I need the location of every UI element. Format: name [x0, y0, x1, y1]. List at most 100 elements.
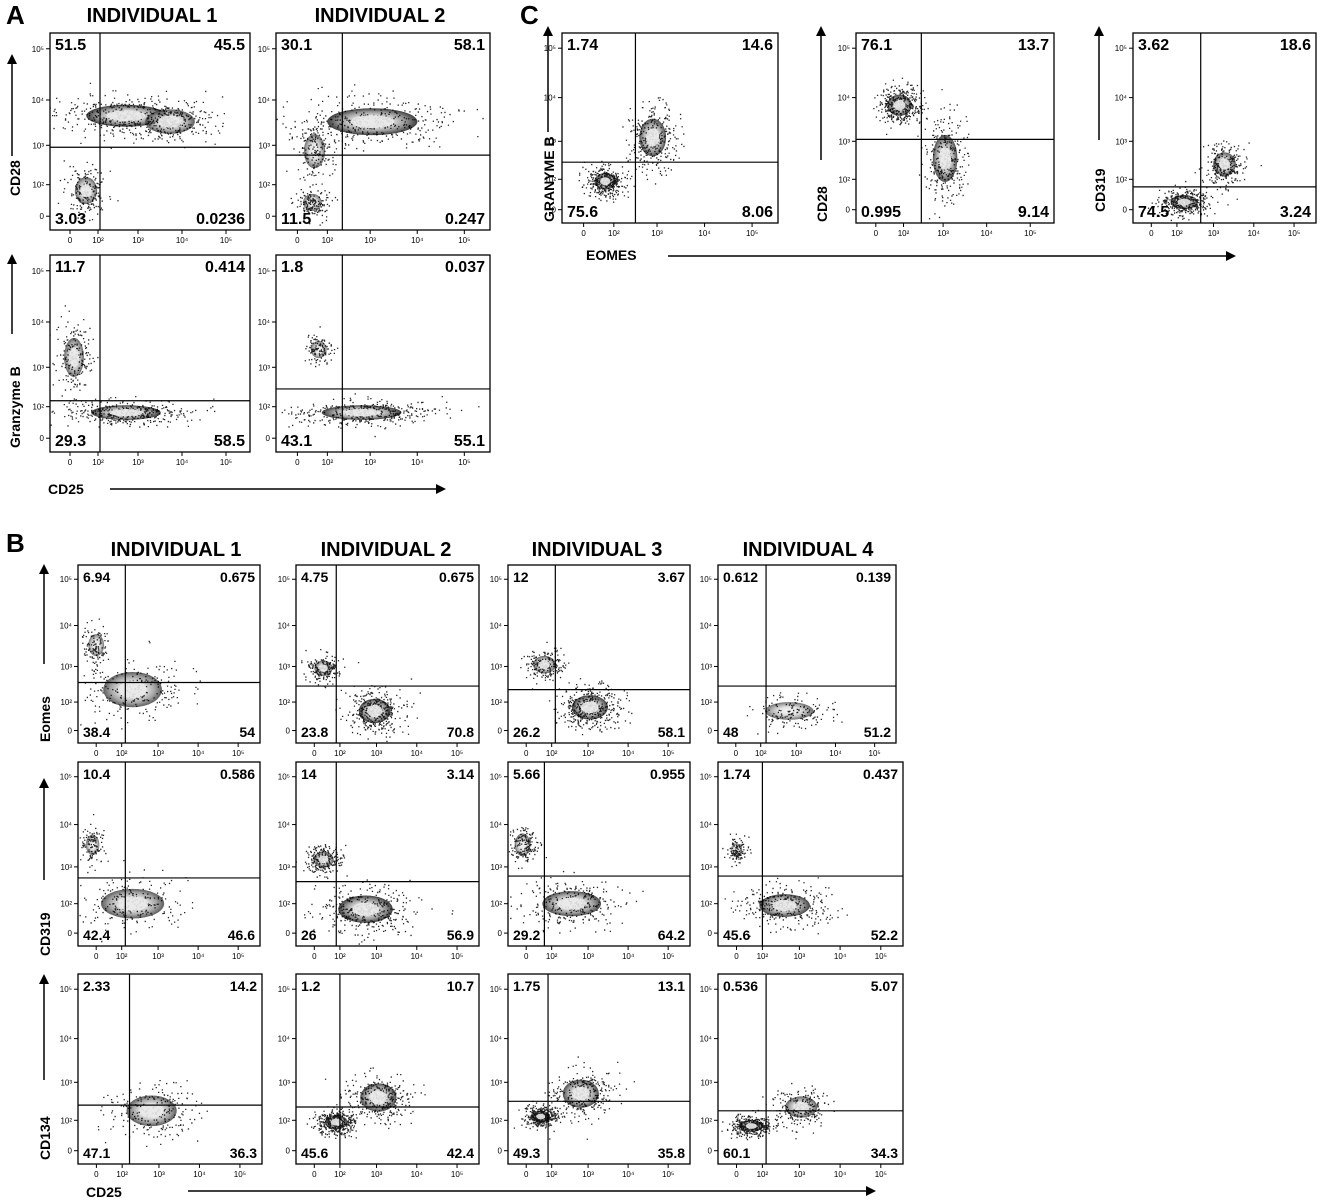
quadrant-upper-right-percent: 0.139 [856, 569, 891, 585]
y-tick-label: 0 [40, 434, 45, 443]
density-core [939, 147, 952, 170]
density-core [745, 1123, 757, 1129]
dot-plot-8: 0 10² 10³ 10⁴ 10⁵ 0 10² 10³ 10⁴ 10⁵ 0.612 0.139 48 51… [700, 564, 897, 758]
panel-b-ylabel-cd134: CD134 [37, 1116, 53, 1160]
panel-label-a: A [6, 0, 25, 30]
panel-label-c: C [520, 0, 539, 30]
y-tick-label: 10⁵ [1115, 44, 1127, 53]
quadrant-upper-left-percent: 2.33 [83, 978, 110, 994]
quadrant-lower-left-percent: 45.6 [723, 927, 750, 943]
quadrant-lower-left-percent: 26 [301, 927, 317, 943]
x-tick-label: 10³ [132, 236, 144, 245]
x-tick-label: 10⁵ [220, 458, 232, 467]
quadrant-upper-left-percent: 1.75 [513, 978, 540, 994]
x-tick-label: 10² [546, 749, 558, 758]
x-tick-label: 10⁴ [411, 236, 424, 245]
y-tick-label: 0 [846, 206, 851, 215]
density-core [1177, 198, 1191, 206]
dot-plot-1: 0 10² 10³ 10⁴ 10⁵ 0 10² 10³ 10⁴ 10⁵ 51.5 45.5 3.03 0.… [32, 32, 251, 245]
y-tick-label: 10⁴ [700, 821, 713, 830]
x-tick-label: 10⁵ [662, 1170, 674, 1179]
density-core [342, 409, 381, 417]
density-core [600, 177, 611, 186]
x-tick-label: 0 [68, 236, 73, 245]
y-tick-label: 10² [700, 1116, 712, 1125]
x-tick-label: 10⁴ [829, 749, 842, 758]
x-tick-label: 0 [312, 749, 317, 758]
x-tick-label: 10³ [582, 1170, 594, 1179]
x-tick-label: 10⁴ [411, 749, 424, 758]
quadrant-lower-left-percent: 29.3 [55, 433, 86, 450]
y-tick-label: 10⁵ [278, 575, 290, 584]
y-tick-label: 10⁵ [544, 44, 556, 53]
dot-plot-7: 0 10² 10³ 10⁴ 10⁵ 0 10² 10³ 10⁴ 10⁵ 12 3.67 26.2 58.1 [490, 564, 691, 758]
density-core [330, 1118, 342, 1126]
quadrant-upper-right-percent: 3.14 [447, 766, 474, 782]
y-tick-label: 10² [258, 181, 270, 190]
plot-frame [275, 32, 491, 231]
plot-14-cells [306, 1067, 426, 1139]
x-tick-label: 10² [334, 749, 346, 758]
x-tick-label: 10⁴ [411, 458, 424, 467]
panel-label-b: B [6, 528, 25, 558]
x-tick-label: 10⁵ [869, 749, 881, 758]
quadrant-lower-left-percent: 11.5 [281, 211, 311, 228]
x-tick-label: 10³ [371, 749, 383, 758]
density-core [1219, 158, 1230, 170]
x-tick-label: 10³ [364, 458, 376, 467]
y-tick-label: 10³ [700, 1078, 712, 1087]
quadrant-upper-left-percent: 0.612 [723, 569, 758, 585]
panel-c-ylabel-cd319: CD319 [1092, 168, 1108, 212]
x-tick-label: 10⁴ [698, 229, 711, 238]
density-core [772, 900, 797, 912]
quadrant-upper-left-percent: 12 [513, 569, 529, 585]
y-tick-label: 10⁴ [490, 821, 503, 830]
x-tick-label: 10⁴ [622, 952, 635, 961]
quadrant-upper-left-percent: 1.2 [301, 978, 321, 994]
y-tick-label: 10⁴ [490, 622, 503, 631]
y-tick-label: 10³ [278, 662, 290, 671]
x-tick-label: 10⁴ [622, 749, 635, 758]
quadrant-lower-left-percent: 0.995 [861, 204, 901, 221]
plot-frame [49, 254, 251, 453]
plot-6-cells [301, 649, 421, 743]
y-tick-label: 10⁴ [278, 1035, 291, 1044]
quadrant-upper-right-percent: 3.67 [658, 569, 685, 585]
plot-frame [717, 973, 904, 1165]
density-core [538, 660, 550, 669]
dot-plot-2: 0 10² 10³ 10⁴ 10⁵ 0 10² 10³ 10⁴ 10⁵ 30.1 58.1 11.5 0.… [258, 32, 491, 245]
x-tick-label: 10³ [364, 236, 376, 245]
quadrant-upper-left-percent: 0.536 [723, 978, 758, 994]
density-core [352, 902, 379, 916]
panel-a-title-individual-1: INDIVIDUAL 1 [87, 5, 218, 27]
quadrant-lower-right-percent: 3.24 [1280, 204, 1311, 221]
plot-16-cells [721, 1082, 835, 1141]
y-tick-label: 0 [68, 727, 73, 736]
quadrant-lower-right-percent: 58.1 [658, 724, 685, 740]
density-core [319, 664, 328, 672]
y-tick-label: 10² [60, 698, 72, 707]
plot-frame [507, 973, 691, 1165]
plot-frame [49, 32, 251, 231]
x-tick-label: 10² [322, 458, 334, 467]
dot-plot-4: 0 10² 10³ 10⁴ 10⁵ 0 10² 10³ 10⁴ 10⁵ 1.8 0.037 43.1 55… [258, 254, 491, 467]
quadrant-lower-left-percent: 26.2 [513, 724, 540, 740]
dot-plot-12: 0 10² 10³ 10⁴ 10⁵ 0 10² 10³ 10⁴ 10⁵ 1.74 0.437 45.6 5… [700, 761, 904, 961]
y-tick-label: 10⁵ [258, 45, 270, 54]
dot-plot-9: 0 10² 10³ 10⁴ 10⁵ 0 10² 10³ 10⁴ 10⁵ 10.4 0.586 42.4 4… [60, 761, 261, 961]
x-tick-label: 10³ [582, 952, 594, 961]
y-tick-label: 10³ [278, 1078, 290, 1087]
plot-13-cells [97, 1080, 208, 1147]
density-core [106, 110, 146, 122]
y-tick-label: 10² [32, 181, 44, 190]
y-tick-label: 10³ [700, 863, 712, 872]
quadrant-upper-right-percent: 14.2 [230, 978, 257, 994]
quadrant-upper-right-percent: 0.037 [445, 259, 485, 276]
y-tick-label: 10² [544, 175, 556, 184]
quadrant-lower-right-percent: 35.8 [658, 1145, 685, 1161]
x-tick-label: 10² [757, 1170, 769, 1179]
quadrant-upper-right-percent: 14.6 [742, 37, 773, 54]
x-tick-label: 10⁵ [458, 458, 470, 467]
y-tick-label: 0 [708, 929, 713, 938]
x-tick-label: 10² [757, 952, 769, 961]
